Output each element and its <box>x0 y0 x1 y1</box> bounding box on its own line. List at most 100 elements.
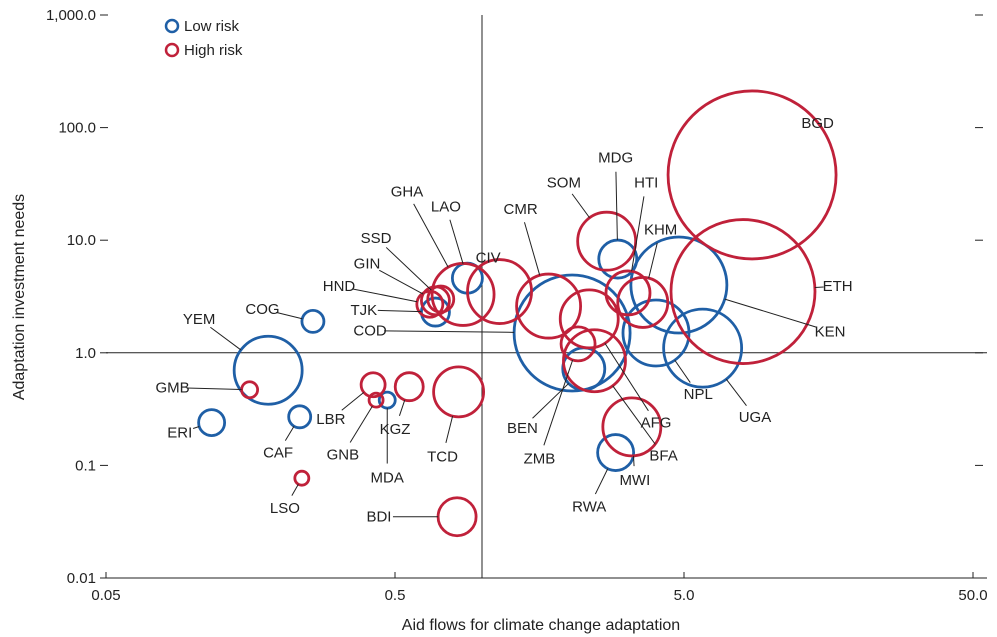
bubble-high-risk-eth <box>669 218 817 365</box>
leader-line-tcd <box>445 415 454 444</box>
country-label-zmb: ZMB <box>524 451 556 468</box>
country-label-eri: ERI <box>167 425 192 442</box>
country-label-caf: CAF <box>263 445 293 462</box>
bubble-high-risk-civ <box>466 258 533 325</box>
country-label-eth: ETH <box>823 278 853 295</box>
legend: Low risk High risk <box>164 18 243 59</box>
x-tick-label: 0.5 <box>385 587 406 604</box>
country-label-bgd: BGD <box>801 115 834 132</box>
x-tick-label: 50.0 <box>958 587 987 604</box>
bubble-high-risk-ssd <box>426 284 456 314</box>
country-label-rwa: RWA <box>572 499 606 516</box>
leader-line-npl <box>674 359 691 383</box>
bubble-high-risk-cmr <box>515 272 582 340</box>
leader-line-mdg <box>615 171 618 241</box>
country-label-yem: YEM <box>183 311 216 328</box>
country-label-cod: COD <box>353 323 387 340</box>
leader-line-ssd <box>385 247 432 291</box>
y-tick-label: 0.01 <box>67 570 96 587</box>
leader-line-lso <box>291 484 299 496</box>
bubble-low-risk-rwa <box>596 433 636 472</box>
x-axis-title: Aid flows for climate change adaptation <box>402 617 680 634</box>
country-label-bdi: BDI <box>366 509 391 526</box>
bubble-high-risk-lbr <box>359 371 387 399</box>
bubble-high-risk-zmb <box>559 325 597 363</box>
bubble-low-risk-caf <box>287 404 313 430</box>
leader-line-gnb <box>349 405 373 443</box>
bubble-high-risk-som <box>576 210 638 272</box>
reference-lines <box>106 15 987 578</box>
bubble-high-risk-tcd <box>432 365 486 419</box>
country-label-cmr: CMR <box>504 201 538 218</box>
leader-line-bfa <box>612 385 656 445</box>
country-label-lbr: LBR <box>316 411 345 428</box>
legend-label-high-risk: High risk <box>184 42 243 59</box>
country-label-hnd: HND <box>323 278 356 295</box>
axes: 0.05 0.5 5.0 50.0 0.01 0.1 1.0 10.0 100.0 1,000.0 <box>46 7 988 604</box>
country-label-mdg: MDG <box>598 150 633 167</box>
leader-line-ben <box>532 383 570 419</box>
bubble-low-risk-eri <box>197 408 227 437</box>
country-label-ssd: SSD <box>361 230 392 247</box>
y-tick-label: 1.0 <box>75 345 96 362</box>
y-tick-label: 10.0 <box>67 232 96 249</box>
leader-line-caf <box>284 425 295 441</box>
country-label-tjk: TJK <box>350 302 377 319</box>
bubble-high-risk-khm <box>616 276 670 329</box>
leader-line-som <box>571 193 590 219</box>
country-label-uga: UGA <box>739 409 772 426</box>
bubble-high-risk-mwi <box>601 396 663 458</box>
country-label-cog: COG <box>245 301 279 318</box>
leader-line-ken <box>724 298 817 328</box>
country-label-som: SOM <box>547 175 581 192</box>
leader-line-zmb <box>543 359 574 446</box>
leader-line-rwa <box>594 468 609 495</box>
bubble-low-risk-ken <box>629 235 729 335</box>
bubble-low-risk-ben <box>561 346 607 392</box>
bubble-low-risk-tjk <box>420 296 451 328</box>
bubble-high-risk-gnb <box>367 391 385 409</box>
leader-line-kgz <box>398 399 406 417</box>
country-label-afg: AFG <box>641 415 672 432</box>
bubble-low-risk-uga <box>662 307 744 389</box>
country-label-mda: MDA <box>371 470 404 487</box>
leader-line-afg <box>604 343 649 412</box>
bubble-low-risk-yem <box>232 334 304 406</box>
country-label-lao: LAO <box>431 198 461 215</box>
leader-line-gha <box>413 203 449 268</box>
country-label-civ: CIV <box>476 250 501 267</box>
bubble-low-risk-cod <box>512 273 632 393</box>
leader-line-gin <box>379 269 424 295</box>
bubbles <box>197 89 838 538</box>
y-tick-label: 1,000.0 <box>46 7 96 24</box>
bubble-low-risk-mdg <box>597 238 639 280</box>
leader-line-gmb <box>186 387 242 391</box>
bubble-high-risk-hti <box>604 269 652 317</box>
leader-line-lbr <box>341 391 365 411</box>
country-label-npl: NPL <box>684 386 713 403</box>
leader-line-yem <box>210 326 242 351</box>
x-tick-label: 0.05 <box>91 587 120 604</box>
leader-line-hnd <box>352 288 418 303</box>
country-label-bfa: BFA <box>649 448 677 465</box>
bubble-low-risk-cog <box>300 309 326 334</box>
country-label-tcd: TCD <box>427 448 458 465</box>
legend-label-low-risk: Low risk <box>184 18 240 35</box>
leader-line-lao <box>449 219 464 264</box>
country-label-ken: KEN <box>815 323 846 340</box>
country-label-gnb: GNB <box>327 446 360 463</box>
bubble-high-risk-afg <box>558 288 620 350</box>
country-label-ben: BEN <box>507 420 538 437</box>
y-tick-label: 0.1 <box>75 457 96 474</box>
country-label-hti: HTI <box>634 175 658 192</box>
leader-line-cog <box>275 311 303 320</box>
leader-line-hti <box>631 196 645 272</box>
leader-line-eri <box>192 426 200 429</box>
country-labels: BGD ETH KEN UGA NPL AFG BFA MWI RWA ZMB BEN COD TCD B… <box>156 115 853 526</box>
country-label-mwi: MWI <box>619 472 650 489</box>
country-label-gmb: GMB <box>156 380 190 397</box>
country-label-gha: GHA <box>391 184 424 201</box>
country-label-khm: KHM <box>644 221 677 238</box>
bubble-high-risk-bgd <box>666 89 838 261</box>
